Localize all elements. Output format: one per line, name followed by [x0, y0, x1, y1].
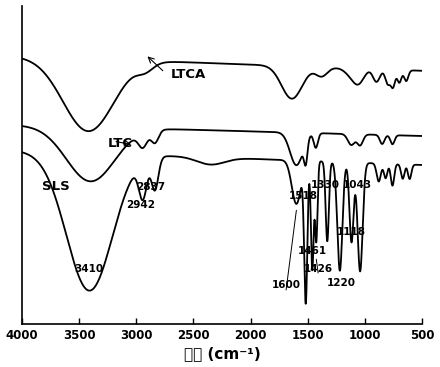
Text: 1518: 1518 — [289, 191, 318, 201]
Text: LTC: LTC — [108, 137, 132, 150]
Text: 1600: 1600 — [271, 280, 301, 290]
Text: LTCA: LTCA — [171, 68, 206, 81]
Text: 2942: 2942 — [126, 200, 155, 210]
Text: 1426: 1426 — [304, 264, 333, 274]
Text: 3410: 3410 — [75, 264, 104, 274]
Text: 1220: 1220 — [326, 278, 356, 288]
Text: 1461: 1461 — [298, 246, 327, 255]
Text: 1330: 1330 — [311, 180, 340, 190]
Text: SLS: SLS — [42, 180, 70, 193]
X-axis label: 波数 (cm⁻¹): 波数 (cm⁻¹) — [183, 346, 260, 361]
Text: 1118: 1118 — [337, 228, 366, 237]
Text: 2837: 2837 — [136, 182, 166, 192]
Text: 1043: 1043 — [342, 180, 371, 190]
